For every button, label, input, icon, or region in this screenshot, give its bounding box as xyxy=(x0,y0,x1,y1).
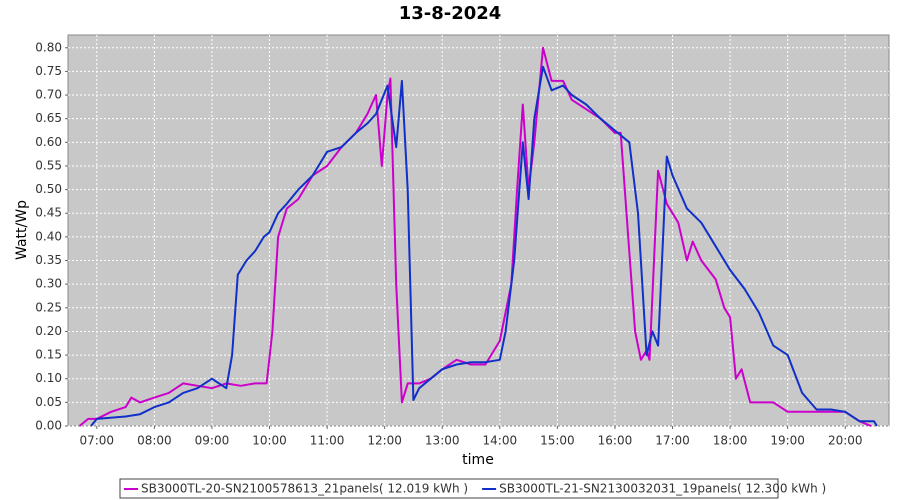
y-axis-label: Watt/Wp xyxy=(14,200,30,260)
x-tick-label: 12:00 xyxy=(367,434,402,448)
y-tick-label: 0.55 xyxy=(35,158,62,172)
y-tick-label: 0.70 xyxy=(35,88,62,102)
x-axis-label: time xyxy=(462,452,494,468)
x-tick-label: 07:00 xyxy=(79,434,114,448)
y-tick-label: 0.65 xyxy=(35,111,62,125)
x-tick-label: 15:00 xyxy=(540,434,575,448)
legend-label: SB3000TL-20-SN2100578613_21panels( 12.01… xyxy=(141,482,468,496)
y-tick-label: 0.35 xyxy=(35,253,62,267)
x-tick-label: 08:00 xyxy=(137,434,172,448)
y-tick-label: 0.45 xyxy=(35,206,62,220)
y-tick-label: 0.25 xyxy=(35,300,62,314)
y-tick-label: 0.60 xyxy=(35,135,62,149)
legend-label: SB3000TL-21-SN2130032031_19panels( 12.30… xyxy=(499,482,826,496)
x-tick-label: 14:00 xyxy=(483,434,518,448)
y-tick-label: 0.30 xyxy=(35,277,62,291)
x-tick-label: 18:00 xyxy=(713,434,748,448)
chart-title: 13-8-2024 xyxy=(399,3,502,24)
y-tick-label: 0.40 xyxy=(35,229,62,243)
y-tick-label: 0.10 xyxy=(35,371,62,385)
y-tick-label: 0.20 xyxy=(35,324,62,338)
y-tick-label: 0.80 xyxy=(35,40,62,54)
y-tick-label: 0.00 xyxy=(35,419,62,433)
y-tick-label: 0.75 xyxy=(35,64,62,78)
x-tick-label: 20:00 xyxy=(828,434,863,448)
x-tick-label: 17:00 xyxy=(655,434,690,448)
y-tick-label: 0.05 xyxy=(35,395,62,409)
x-tick-label: 09:00 xyxy=(195,434,230,448)
y-tick-label: 0.50 xyxy=(35,182,62,196)
plot-area xyxy=(67,34,890,427)
x-tick-label: 11:00 xyxy=(310,434,345,448)
x-tick-label: 13:00 xyxy=(425,434,460,448)
x-tick-label: 10:00 xyxy=(252,434,287,448)
y-tick-label: 0.15 xyxy=(35,348,62,362)
series-line xyxy=(90,65,878,427)
x-tick-label: 16:00 xyxy=(598,434,633,448)
series-line xyxy=(78,46,872,427)
legend-box xyxy=(119,478,779,499)
x-tick-label: 19:00 xyxy=(770,434,805,448)
